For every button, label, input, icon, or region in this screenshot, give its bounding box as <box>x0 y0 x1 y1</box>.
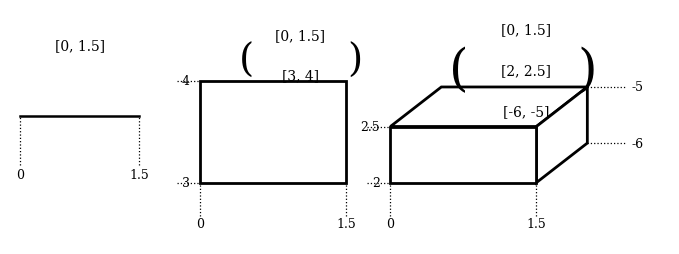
Text: -5: -5 <box>631 81 644 94</box>
Text: 2: 2 <box>372 177 380 189</box>
Text: [2, 2.5]: [2, 2.5] <box>501 64 551 78</box>
Text: ): ) <box>347 42 363 80</box>
Bar <box>200 81 346 183</box>
Text: [0, 1.5]: [0, 1.5] <box>276 29 325 42</box>
Text: 0: 0 <box>386 217 394 230</box>
Text: 4: 4 <box>182 75 190 88</box>
Text: [-6, -5]: [-6, -5] <box>503 105 549 119</box>
Text: 1.5: 1.5 <box>526 217 547 230</box>
Text: (: ( <box>238 42 254 80</box>
Text: [0, 1.5]: [0, 1.5] <box>501 24 551 37</box>
Bar <box>390 127 536 183</box>
Text: 1.5: 1.5 <box>129 169 149 182</box>
Text: 2.5: 2.5 <box>361 121 380 133</box>
Text: [3, 4]: [3, 4] <box>282 69 319 83</box>
Text: -6: -6 <box>631 137 644 150</box>
Text: ): ) <box>578 46 597 96</box>
Text: 0: 0 <box>196 217 204 230</box>
Text: (: ( <box>449 46 468 96</box>
Text: [0, 1.5]: [0, 1.5] <box>55 39 105 53</box>
Text: 0: 0 <box>16 169 24 182</box>
Text: 1.5: 1.5 <box>336 217 356 230</box>
Text: 3: 3 <box>182 177 190 189</box>
Polygon shape <box>536 88 587 183</box>
Polygon shape <box>390 88 587 127</box>
